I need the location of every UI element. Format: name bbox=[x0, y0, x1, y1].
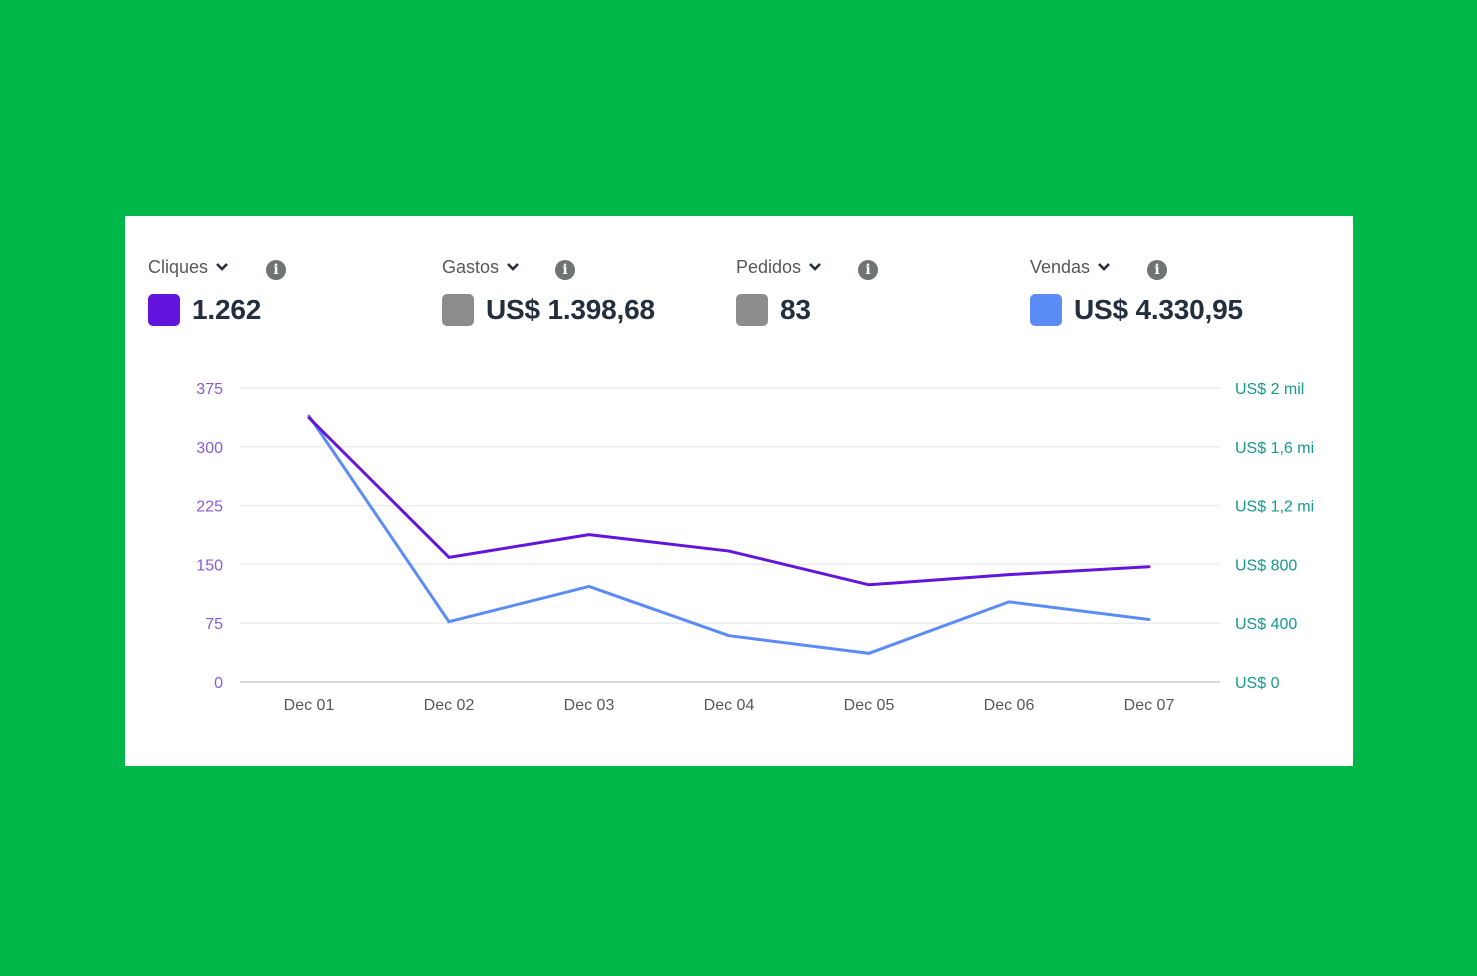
series-color-swatch[interactable] bbox=[1030, 294, 1062, 326]
y-right-tick-label: US$ 0 bbox=[1235, 675, 1280, 692]
y-right-tick-label: US$ 2 mil bbox=[1235, 381, 1304, 398]
series-color-swatch[interactable] bbox=[148, 294, 180, 326]
y-left-tick-label: 150 bbox=[196, 557, 223, 574]
metric-value: US$ 1.398,68 bbox=[486, 294, 655, 325]
metric-clicks[interactable]: Cliques i 1.262 bbox=[148, 254, 286, 326]
x-tick-label: Dec 06 bbox=[984, 697, 1035, 714]
metric-value: 1.262 bbox=[192, 294, 262, 325]
x-tick-label: Dec 03 bbox=[564, 697, 615, 714]
y-left-tick-label: 300 bbox=[196, 440, 223, 457]
chevron-down-icon[interactable] bbox=[214, 259, 230, 275]
line-chart: 375 US$ 2 mil 300 US$ 1,6 mi 225 US$ 1,2 mi 15… bbox=[196, 381, 1314, 714]
series-color-swatch[interactable] bbox=[442, 294, 474, 326]
y-right-tick-label: US$ 400 bbox=[1235, 616, 1297, 633]
metric-label: Pedidos bbox=[736, 256, 802, 277]
y-right-tick-label: US$ 800 bbox=[1235, 557, 1297, 574]
metric-selector[interactable]: Gastos bbox=[442, 254, 655, 280]
metric-value: 83 bbox=[780, 294, 811, 325]
metric-label: Cliques bbox=[148, 256, 209, 277]
metric-value: US$ 4.330,95 bbox=[1074, 294, 1243, 325]
series-line-cliques[interactable] bbox=[307, 416, 1151, 587]
y-left-tick-label: 225 bbox=[196, 499, 223, 516]
chevron-down-icon[interactable] bbox=[1096, 259, 1112, 275]
metric-selector[interactable]: Cliques bbox=[148, 254, 261, 280]
x-tick-label: Dec 05 bbox=[844, 697, 895, 714]
metric-selector[interactable]: Pedidos bbox=[736, 254, 823, 280]
y-right-tick-label: US$ 1,6 mi bbox=[1235, 440, 1314, 457]
metric-sales[interactable]: Vendas i US$ 4.330,95 bbox=[1030, 254, 1243, 326]
x-tick-label: Dec 04 bbox=[704, 697, 755, 714]
metric-label: Gastos bbox=[442, 256, 500, 277]
x-tick-label: Dec 01 bbox=[284, 697, 335, 714]
performance-card: Cliques i 1.262 Gastos i US$ 1.398,68 Pe… bbox=[125, 216, 1353, 766]
y-right-tick-label: US$ 1,2 mi bbox=[1235, 499, 1314, 516]
series-color-swatch[interactable] bbox=[736, 294, 768, 326]
chevron-down-icon[interactable] bbox=[807, 259, 823, 275]
metric-label: Vendas bbox=[1030, 256, 1091, 277]
series-line-vendas[interactable] bbox=[307, 414, 1151, 655]
info-icon[interactable]: i bbox=[1147, 260, 1167, 280]
info-icon[interactable]: i bbox=[555, 260, 575, 280]
y-left-tick-label: 375 bbox=[196, 381, 223, 398]
x-tick-label: Dec 02 bbox=[424, 697, 475, 714]
x-tick-label: Dec 07 bbox=[1124, 697, 1175, 714]
chevron-down-icon[interactable] bbox=[505, 259, 521, 275]
metric-orders[interactable]: Pedidos i 83 bbox=[736, 254, 878, 326]
metric-spend[interactable]: Gastos i US$ 1.398,68 bbox=[442, 254, 655, 326]
metric-selector[interactable]: Vendas bbox=[1030, 254, 1243, 280]
y-left-tick-label: 75 bbox=[205, 616, 223, 633]
info-icon[interactable]: i bbox=[266, 260, 286, 280]
y-left-tick-label: 0 bbox=[214, 675, 223, 692]
info-icon[interactable]: i bbox=[858, 260, 878, 280]
